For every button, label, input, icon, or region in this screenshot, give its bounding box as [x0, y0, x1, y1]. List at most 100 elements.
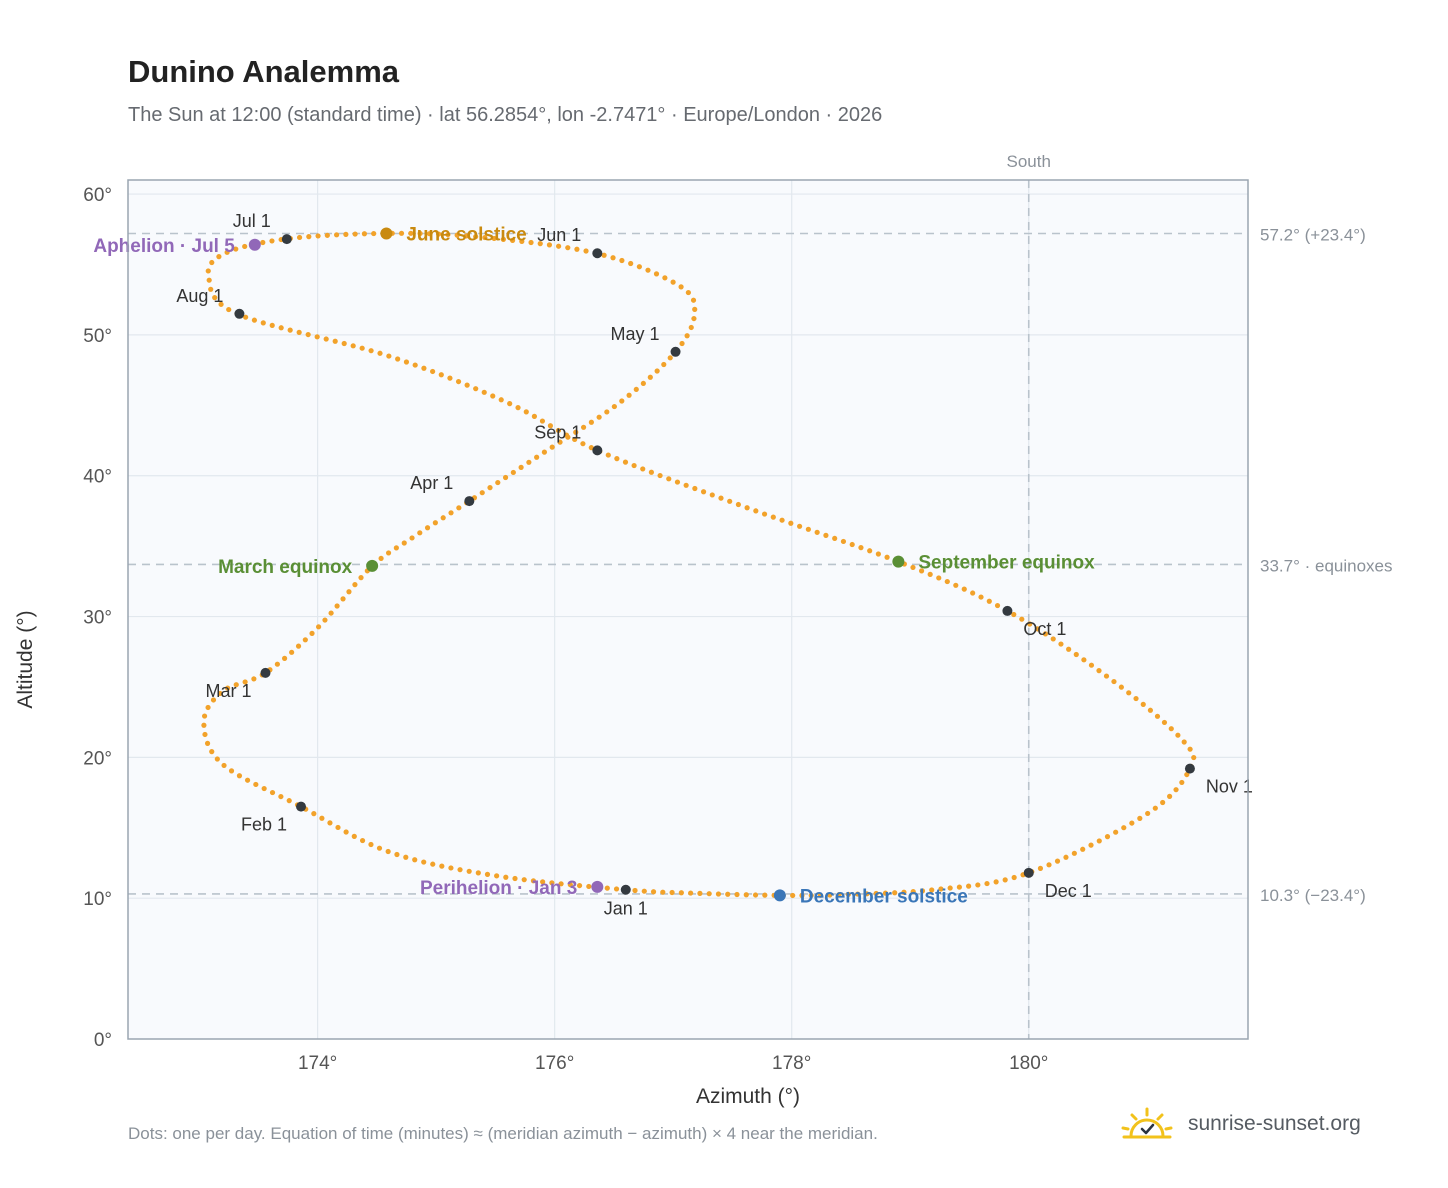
daily-sun-dot: [1118, 684, 1124, 690]
daily-sun-dot: [788, 520, 794, 526]
daily-sun-dot: [324, 232, 330, 238]
daily-sun-dot: [436, 231, 442, 237]
daily-sun-dot: [690, 297, 697, 303]
daily-sun-dot: [586, 883, 592, 890]
daily-sun-dot: [395, 356, 401, 362]
daily-sun-dot: [814, 529, 820, 535]
daily-sun-dot: [305, 331, 311, 338]
daily-sun-dot: [640, 380, 646, 387]
daily-sun-dot: [463, 233, 470, 239]
daily-sun-dot: [549, 444, 555, 450]
brand[interactable]: sunrise-sunset.org: [1120, 1104, 1361, 1144]
daily-sun-dot: [221, 762, 227, 769]
daily-sun-dot: [540, 879, 546, 885]
daily-sun-dot: [596, 414, 602, 420]
daily-sun-dot: [440, 515, 446, 521]
daily-sun-dot: [242, 679, 248, 685]
daily-sun-dot: [447, 375, 453, 381]
daily-sun-dot: [455, 378, 462, 385]
month-marker-label: Nov 1: [1206, 777, 1253, 797]
daily-sun-dot: [808, 892, 814, 899]
x-tick-label: 178°: [772, 1053, 811, 1074]
gridlines: [128, 180, 1248, 1039]
daily-sun-dot: [770, 514, 776, 520]
daily-sun-dot: [685, 289, 691, 296]
event-label: September equinox: [918, 553, 1095, 574]
daily-sun-dot: [541, 449, 548, 455]
daily-sun-dot: [864, 891, 870, 897]
daily-sun-dot: [650, 889, 657, 895]
daily-sun-dot: [1027, 621, 1033, 627]
daily-sun-dot: [619, 257, 625, 264]
daily-sun-dot: [633, 386, 639, 393]
daily-sun-dot: [218, 301, 224, 307]
daily-sun-dot: [1073, 651, 1079, 658]
daily-sun-dot: [302, 637, 308, 643]
daily-sun-dot: [243, 314, 249, 320]
daily-sun-dot: [311, 811, 317, 817]
daily-sun-dot: [323, 336, 329, 342]
daily-sun-dot: [678, 890, 684, 896]
event-label: Perihelion · Jan 3: [420, 878, 577, 899]
daily-sun-dot: [715, 891, 722, 897]
event-marker: [248, 238, 261, 251]
chart-subtitle: The Sun at 12:00 (standard time) · lat 5…: [128, 104, 883, 126]
daily-sun-dot: [519, 238, 525, 244]
x-axis-label: Azimuth (°): [696, 1085, 800, 1108]
daily-sun-dot: [217, 690, 223, 697]
daily-sun-dot: [484, 871, 491, 877]
daily-sun-dot: [507, 401, 513, 407]
daily-sun-dot: [1081, 657, 1087, 663]
daily-sun-dot: [547, 423, 554, 429]
daily-sun-dot: [454, 232, 460, 238]
daily-sun-dot: [228, 768, 235, 774]
daily-sun-dot: [666, 476, 672, 482]
daily-sun-dot: [1042, 631, 1049, 637]
daily-sun-dot: [481, 389, 487, 395]
daily-sun-dot: [432, 520, 438, 526]
daily-sun-dot: [306, 234, 312, 240]
daily-sun-dot: [1145, 810, 1151, 817]
daily-sun-dot: [495, 479, 501, 486]
daily-sun-dot: [688, 890, 694, 896]
daily-sun-dot: [929, 887, 935, 893]
daily-sun-dot: [466, 868, 472, 874]
daily-sun-dot: [573, 429, 579, 435]
event-label: Aphelion · Jul 5: [93, 236, 235, 257]
daily-sun-dot: [494, 873, 500, 879]
daily-sun-dot: [667, 355, 673, 361]
daily-sun-dot: [377, 350, 383, 356]
plot-area: [128, 180, 1248, 1039]
daily-sun-dot: [209, 259, 215, 266]
daily-sun-dot: [1133, 695, 1139, 702]
daily-sun-dot: [604, 409, 610, 415]
daily-sun-dot: [487, 485, 493, 491]
month-marker: [1184, 763, 1195, 774]
daily-sun-dot: [753, 508, 759, 514]
chart-title: Dunino Analemma: [128, 54, 399, 89]
daily-sun-dot: [421, 859, 427, 865]
daily-sun-dot: [725, 891, 731, 897]
daily-sun-dot: [327, 820, 333, 826]
daily-sun-dot: [417, 530, 423, 536]
daily-sun-dot: [393, 545, 399, 551]
daily-sun-dot: [378, 555, 384, 562]
daily-sun-dot: [588, 419, 594, 425]
daily-sun-dot: [368, 348, 374, 354]
daily-sun-dot: [674, 479, 681, 485]
daily-sun-dot: [683, 482, 689, 488]
daily-sun-dot: [845, 891, 851, 897]
daily-sun-dot: [622, 459, 629, 465]
daily-sun-dot: [212, 295, 218, 301]
daily-sun-dot: [430, 368, 436, 375]
daily-sun-dot: [408, 230, 414, 236]
daily-sun-dot: [315, 233, 321, 239]
daily-sun-dot: [526, 459, 532, 465]
daily-sun-dot: [332, 338, 338, 344]
daily-sun-dot: [417, 230, 423, 237]
daily-sun-dot: [409, 535, 415, 541]
daily-sun-dot: [1088, 662, 1095, 668]
daily-sun-dot: [718, 495, 724, 501]
daily-sun-dot: [475, 870, 481, 876]
daily-sun-dot: [457, 867, 463, 873]
